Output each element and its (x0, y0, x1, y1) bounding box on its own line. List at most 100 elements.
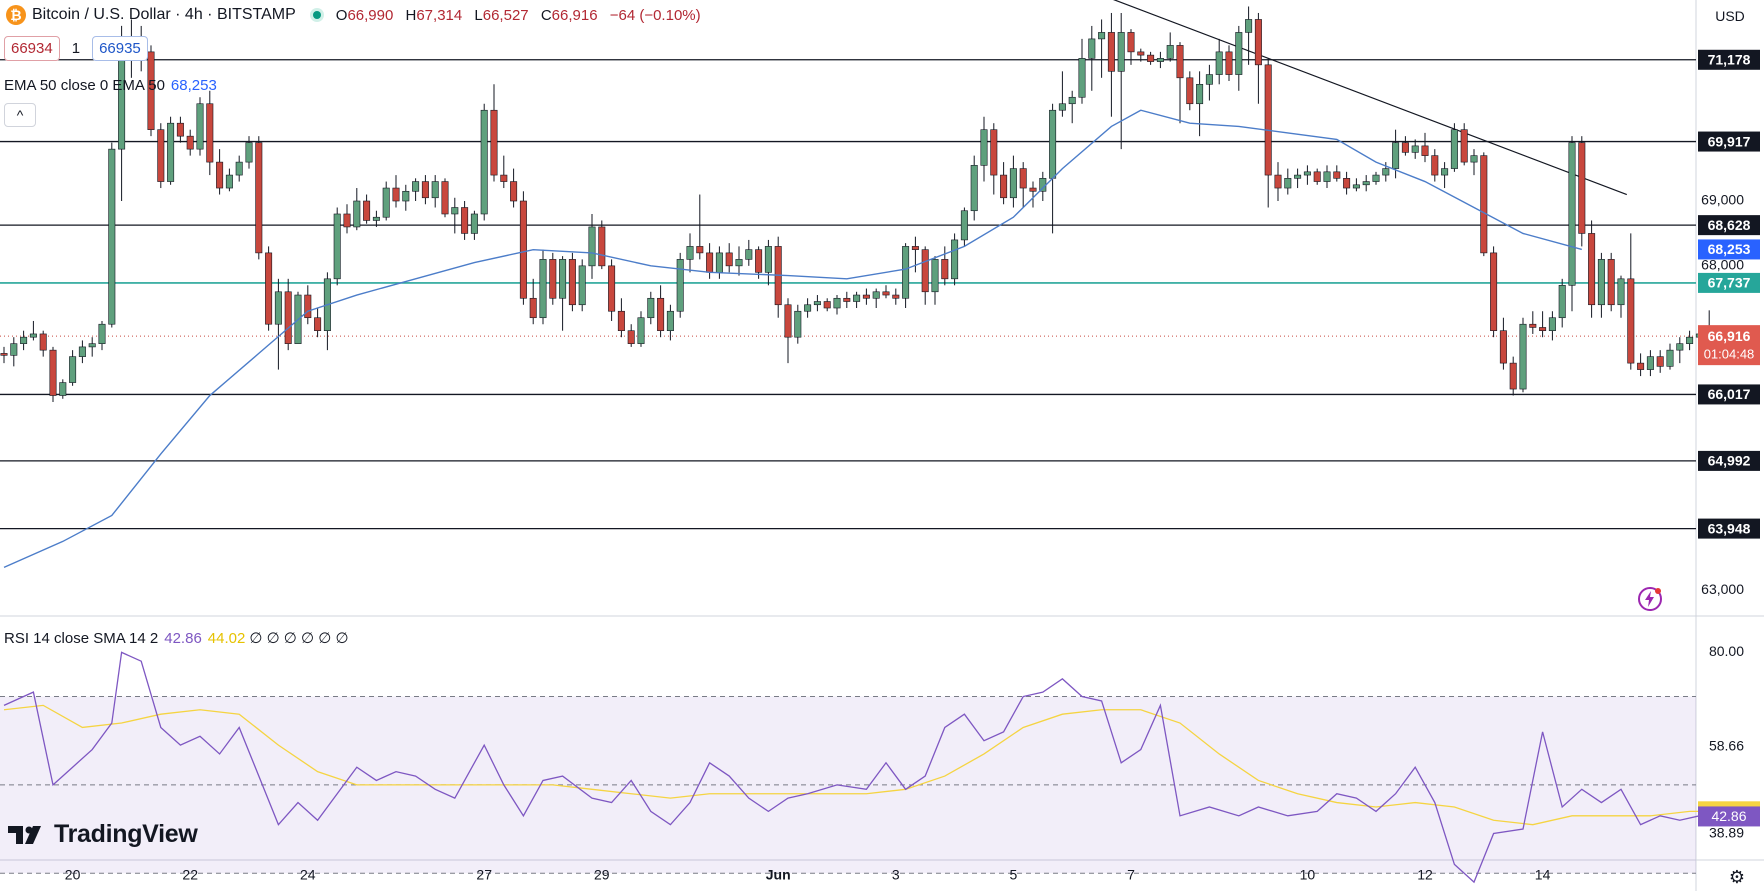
candles-group (0, 6, 1713, 403)
candle-body (960, 210, 968, 241)
candle-body (1333, 171, 1341, 179)
level-badge-label: 69,917 (1708, 133, 1751, 149)
candle-body (451, 207, 459, 215)
candle-body (157, 129, 165, 182)
candle-body (1166, 45, 1174, 59)
candle-body (470, 213, 478, 234)
candle-body (333, 213, 341, 280)
candle-body (617, 310, 625, 331)
candle-body (1568, 142, 1576, 286)
symbol-title[interactable]: Bitcoin / U.S. Dollar · 4h · BITSTAMP (32, 6, 296, 23)
time-axis-tick: 22 (182, 867, 198, 883)
candle-body (882, 291, 890, 296)
ema-legend-label: EMA 50 close 0 EMA 50 (4, 77, 165, 94)
candle-body (98, 323, 106, 344)
candle-body (1264, 64, 1272, 176)
current-price-label: 66,916 (1708, 328, 1751, 344)
level-badge-label: 68,628 (1708, 217, 1751, 233)
candle-body (1235, 32, 1243, 75)
candle-body (1509, 362, 1517, 390)
candle-body (921, 249, 929, 293)
candle-body (1019, 168, 1027, 189)
level-badge-label: 67,737 (1708, 275, 1751, 291)
candle-body (1411, 145, 1419, 153)
candle-body (186, 135, 194, 150)
ema-legend[interactable]: EMA 50 close 0 EMA 50 68,253 (4, 77, 217, 94)
candle-body (510, 181, 518, 202)
open-value: 66,990 (347, 6, 394, 24)
candle-body (735, 259, 743, 267)
candle-body (147, 51, 155, 130)
candle-body (284, 291, 292, 344)
ema-legend-value: 68,253 (170, 77, 217, 94)
candle-body (343, 213, 351, 228)
candle-body (363, 200, 371, 221)
candle-body (1617, 278, 1625, 306)
candle-body (1450, 129, 1458, 169)
candle-body (980, 129, 988, 166)
candle-body (1441, 168, 1449, 176)
candle-body (1088, 38, 1096, 59)
candle-body (676, 259, 684, 312)
candle-body (970, 165, 978, 212)
low-label: L (474, 6, 483, 24)
candle-body (1294, 174, 1302, 179)
candle-body (372, 216, 380, 221)
candle-body (69, 356, 77, 383)
ema-badge-label: 68,253 (1708, 241, 1751, 257)
level-badge (1698, 518, 1760, 539)
candle-body (1421, 145, 1429, 156)
time-axis-tick: 7 (1127, 867, 1135, 883)
candle-body (206, 103, 214, 163)
candle-body (225, 174, 233, 189)
candle-body (353, 200, 361, 228)
rsi-line (3, 651, 1710, 884)
candle-body (274, 291, 282, 325)
candle-body (1215, 51, 1223, 75)
candle-body (1529, 323, 1537, 328)
candle-body (843, 297, 851, 302)
currency-selector[interactable]: USD (1715, 8, 1745, 24)
candle-body (20, 336, 28, 344)
candle-body (657, 297, 665, 331)
level-badge (1698, 49, 1760, 70)
candle-body (1107, 32, 1115, 72)
settings-gear-icon[interactable]: ⚙ (1728, 866, 1746, 887)
candle-body (0, 353, 8, 356)
time-axis-tick: 3 (892, 867, 900, 883)
chevron-up-icon: ^ (16, 107, 24, 123)
candle-body (1392, 142, 1400, 169)
rsi-null-values: ∅ ∅ ∅ ∅ ∅ ∅ (249, 630, 349, 647)
rsi-legend[interactable]: RSI 14 close SMA 14 2 42.86 44.02 ∅ ∅ ∅ ∅ ∅… (4, 629, 349, 647)
close-value: 66,916 (551, 6, 598, 24)
high-label: H (405, 6, 417, 24)
candle-body (706, 252, 714, 273)
candle-body (1480, 155, 1488, 254)
candle-body (235, 161, 243, 176)
sell-price-button[interactable]: 66934 (4, 36, 60, 61)
candle-body (1186, 77, 1194, 105)
rsi-axis-tick: 80.00 (1709, 643, 1744, 659)
collapse-legend-button[interactable]: ^ (4, 103, 36, 127)
symbol-header: ₿ Bitcoin / U.S. Dollar · 4h · BITSTAMP … (0, 0, 709, 30)
candle-body (1578, 142, 1586, 234)
candle-body (1176, 45, 1184, 79)
candle-body (1117, 32, 1125, 72)
tradingview-logo[interactable]: TradingView (8, 820, 198, 849)
candle-body (216, 161, 224, 189)
brand-name: TradingView (54, 820, 198, 848)
lightning-alert-icon[interactable] (1636, 585, 1664, 613)
rsi-badge (1698, 806, 1760, 827)
candle-body (1499, 330, 1507, 364)
candle-body (1656, 356, 1664, 367)
candle-body (1382, 168, 1390, 176)
candle-body (1352, 184, 1360, 189)
candle-body (529, 297, 537, 319)
candle-body (1274, 174, 1282, 189)
candle-body (911, 246, 919, 250)
candle-body (784, 304, 792, 338)
buy-price-button[interactable]: 66935 (92, 36, 148, 61)
high-value: 67,314 (416, 6, 463, 24)
candle-body (637, 317, 645, 344)
